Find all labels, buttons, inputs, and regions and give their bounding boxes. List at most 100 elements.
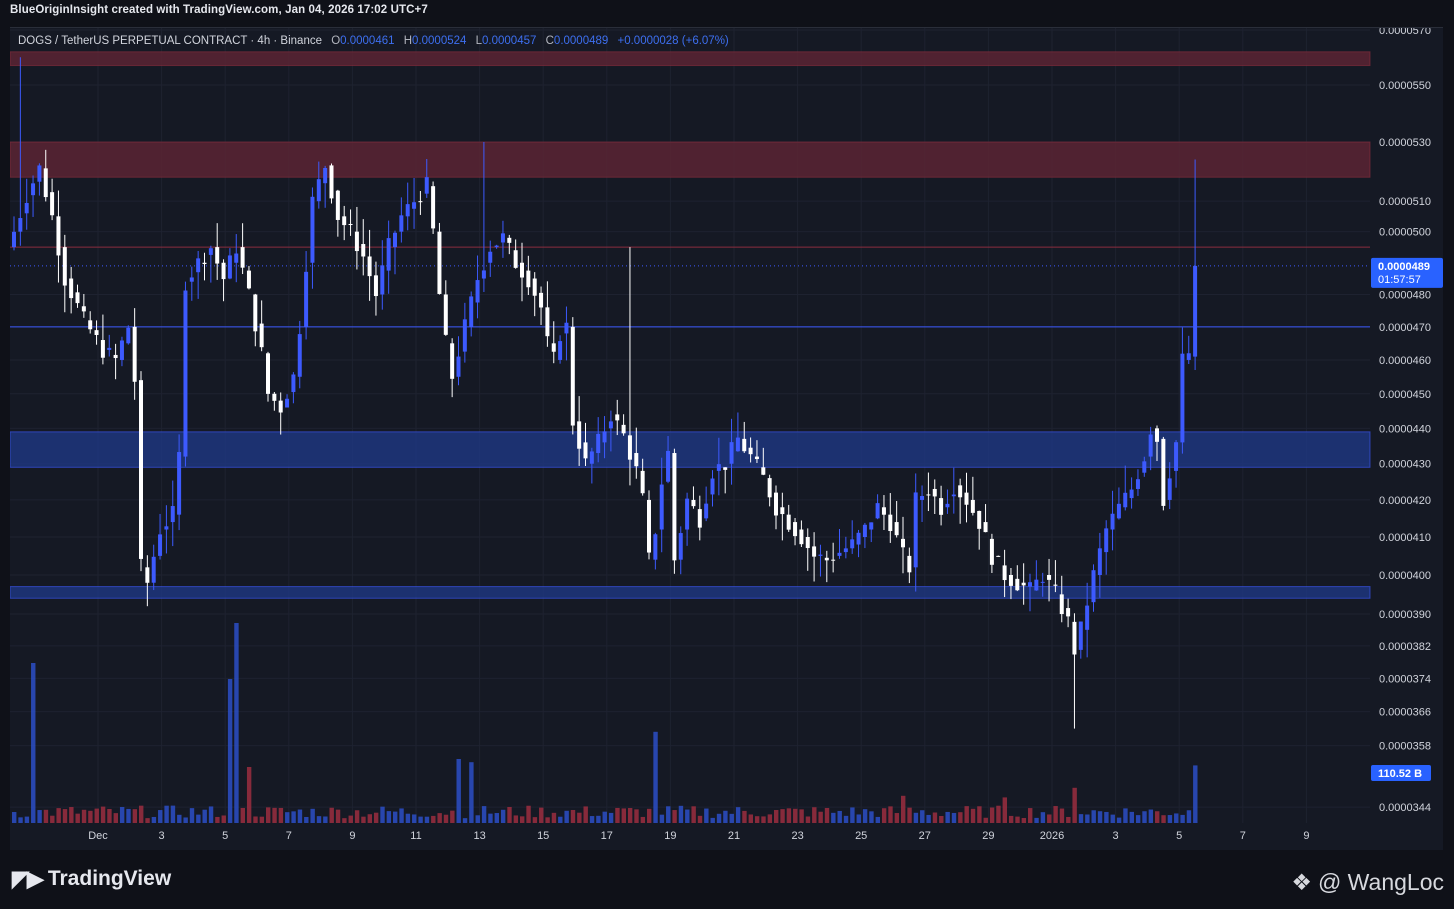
time-axis[interactable]: Dec 3 5 7 9 11 13 15 17 19 21 23 25 27 29 2026 3 5 7 9 — [88, 830, 1309, 842]
volume-bar — [196, 814, 201, 823]
volume-bar — [1161, 815, 1166, 823]
volume-bar — [558, 816, 563, 823]
volume-bar — [939, 815, 944, 823]
volume-bar — [158, 810, 163, 823]
candle-body — [494, 245, 499, 248]
price-tick-label: 0.0000450 — [1379, 389, 1431, 401]
candle-body — [393, 232, 397, 248]
volume-bar — [647, 808, 652, 823]
volume-bar — [583, 806, 588, 823]
candle-body — [1021, 582, 1026, 586]
candle-body — [139, 380, 143, 559]
price-tick-label: 0.0000500 — [1379, 227, 1431, 239]
candle-body — [659, 484, 664, 530]
candle-body — [405, 204, 410, 217]
candle-body — [177, 452, 182, 515]
time-tick-label: 27 — [919, 830, 931, 842]
candle-body — [748, 447, 753, 455]
volume-bar — [507, 807, 512, 823]
volume-bar — [970, 808, 976, 823]
volume-bar — [666, 806, 671, 823]
candle-body — [37, 165, 42, 182]
volume-bar — [881, 808, 887, 823]
high-value: 0.0000524 — [412, 35, 467, 47]
volume-bar — [532, 817, 538, 823]
price-chart[interactable]: 0.0000570 0.0000550 0.0000530 0.0000510 0.00… — [10, 28, 1443, 850]
volume-bar — [88, 810, 93, 823]
candle-body — [1078, 621, 1083, 650]
volume-tag — [1371, 765, 1431, 781]
volume-bar — [1142, 811, 1147, 823]
price-tick-label: 0.0000550 — [1379, 80, 1431, 92]
tradingview-mark-icon: ◤▶ — [12, 866, 44, 891]
candle-body — [215, 247, 220, 264]
volume-bar — [1123, 808, 1128, 823]
candle-body — [653, 534, 658, 560]
symbol-title: DOGS / TetherUS PERPETUAL CONTRACT · 4h … — [18, 35, 322, 47]
price-axis[interactable]: 0.0000570 0.0000550 0.0000530 0.0000510 0.00… — [1379, 28, 1431, 814]
candle-body — [164, 526, 169, 530]
candle-body — [583, 442, 588, 459]
candle-body — [75, 292, 80, 304]
volume-bar — [653, 731, 658, 823]
candle-body — [558, 341, 563, 360]
resistance-zone — [10, 51, 1371, 67]
volume-bar — [672, 810, 677, 823]
volume-bar — [627, 808, 633, 823]
volume-bar — [297, 809, 303, 823]
volume-bar — [754, 816, 760, 823]
volume-bar — [475, 815, 480, 823]
tradingview-logo[interactable]: ◤▶ TradingView — [12, 866, 171, 892]
volume-bar — [450, 810, 455, 823]
candle-body — [1161, 438, 1166, 506]
candle-body — [297, 334, 302, 377]
candle-body — [266, 353, 270, 394]
volume-bar — [1167, 815, 1173, 823]
volume-bar — [1047, 814, 1052, 823]
volume-bar — [1034, 817, 1039, 823]
candle-body — [901, 538, 905, 548]
horizontal-lines — [10, 246, 1370, 328]
candle-body — [31, 183, 36, 196]
candle-body — [462, 319, 467, 352]
time-tick-label: Dec — [88, 830, 108, 842]
candle-body — [1135, 479, 1140, 489]
candle-body — [488, 251, 493, 263]
volume-bar — [735, 807, 741, 823]
open-value: 0.0000461 — [340, 35, 395, 47]
volume-bar — [405, 813, 411, 823]
candle-body — [119, 340, 124, 360]
volume-bar — [1091, 810, 1096, 823]
volume-bar — [875, 816, 880, 823]
candle-body — [1008, 575, 1013, 586]
candle-body — [596, 433, 601, 454]
candle-body — [94, 330, 99, 335]
candle-body — [570, 326, 575, 426]
candle-body — [1174, 442, 1179, 471]
volume-bar — [729, 813, 734, 823]
time-tick-label: 7 — [286, 830, 292, 842]
candle-body — [100, 340, 105, 358]
volume-bar — [151, 816, 157, 823]
price-tick-label: 0.0000366 — [1379, 707, 1431, 719]
candle-body — [62, 247, 67, 286]
volume-bar — [659, 814, 665, 823]
volume-bar — [1028, 808, 1033, 823]
chart-frame[interactable]: 0.0000570 0.0000550 0.0000530 0.0000510 0.00… — [10, 27, 1443, 850]
volume-bar — [856, 814, 861, 823]
volume-bar — [412, 814, 417, 823]
volume-bar — [837, 810, 842, 823]
candle-body — [627, 435, 632, 460]
volume-bar — [564, 810, 569, 823]
candle-body — [913, 492, 918, 568]
candle-body — [691, 499, 696, 507]
low-value: 0.0000457 — [482, 35, 537, 47]
candle-body — [240, 247, 245, 268]
candle-body — [329, 165, 334, 199]
volume-bar — [596, 815, 601, 823]
volume-bar — [12, 812, 17, 823]
candle-body — [170, 506, 175, 523]
volume-bar — [1021, 818, 1027, 823]
volume-bar — [329, 807, 334, 823]
candle-body — [507, 237, 512, 243]
